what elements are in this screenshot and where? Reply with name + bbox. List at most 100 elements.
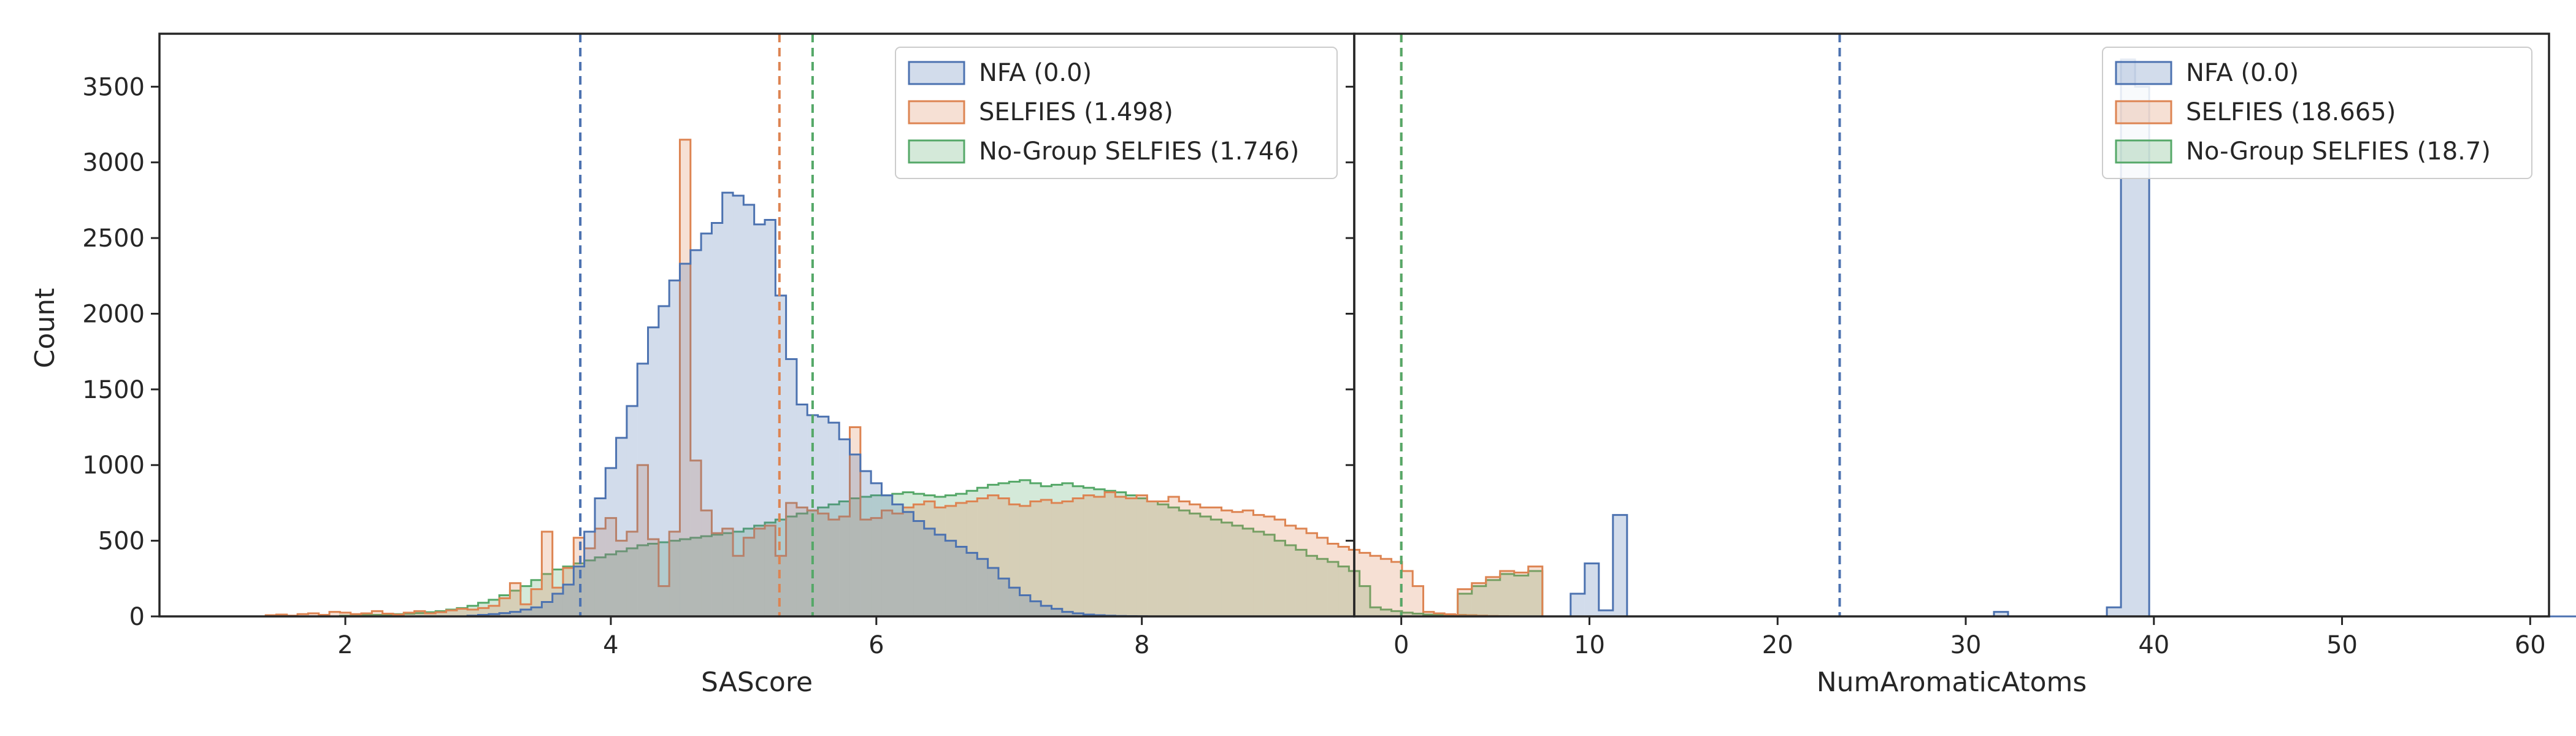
histogram-bar	[839, 516, 850, 616]
histogram-bar	[510, 611, 521, 616]
histogram-bar	[1391, 611, 1402, 616]
histogram-bar	[648, 539, 659, 616]
histogram-bar	[1485, 577, 1500, 616]
series-nogroup	[212, 479, 1488, 618]
histogram-bar	[499, 613, 510, 616]
x-tick-label: 50	[2326, 631, 2358, 659]
x-axis: 0 10 20 30 40 50 60 NumAromaticAtoms	[1393, 616, 2546, 698]
histogram-bar	[637, 545, 648, 616]
histogram-bar	[945, 540, 956, 616]
histogram-bar	[1125, 495, 1137, 616]
histogram-bar	[764, 525, 776, 616]
x-tick-label: 40	[2138, 631, 2169, 659]
histogram-bar	[1433, 613, 1445, 616]
histogram-bar	[913, 494, 924, 616]
histogram-bar	[956, 502, 967, 616]
histogram-bar	[605, 468, 616, 616]
histogram-bar	[966, 501, 978, 616]
histogram-bar	[1413, 613, 1424, 616]
histogram-bar	[404, 613, 415, 616]
histogram-bar	[913, 504, 924, 616]
histogram-bar	[520, 609, 532, 616]
histogram-bar	[1243, 528, 1254, 616]
histogram-bar	[1137, 495, 1148, 616]
histogram-bar	[456, 608, 468, 616]
y-axis: 0 500 1000 1500 2000 2500 3000 3500	[82, 73, 159, 631]
histogram-bar	[1457, 593, 1472, 616]
histogram-bar	[1073, 498, 1084, 616]
histogram-bar	[1275, 519, 1286, 616]
histogram-bar	[711, 533, 723, 616]
histogram-bar	[1500, 570, 1514, 616]
histogram-bar	[658, 542, 670, 616]
histogram-bar	[871, 483, 882, 616]
histogram-bar	[1094, 489, 1105, 616]
histogram-bar	[743, 204, 754, 617]
histogram-bar	[1327, 562, 1339, 616]
histogram-bar	[998, 483, 1010, 616]
histogram-bar	[690, 250, 702, 616]
histogram-bar	[1221, 510, 1232, 616]
histogram-bar	[1514, 575, 1528, 616]
histogram-bar	[1200, 507, 1211, 616]
y-tick-label: 3000	[82, 149, 145, 177]
histogram-bar	[1200, 516, 1211, 616]
histogram-bar	[605, 518, 616, 616]
x-tick-label: 20	[1762, 631, 1793, 659]
histogram-bar	[722, 528, 734, 616]
histogram-bar	[775, 295, 786, 616]
histogram-bar	[404, 612, 415, 616]
histogram-bar	[1413, 586, 1424, 616]
histogram-bar	[308, 613, 319, 616]
histogram-bar	[542, 531, 553, 616]
histogram-bar	[680, 139, 691, 617]
histogram-bar	[1062, 483, 1073, 616]
histogram-bar	[1041, 500, 1052, 616]
series-nogroup	[1457, 570, 1557, 618]
histogram-bar	[1285, 525, 1296, 616]
histogram-bar	[669, 280, 680, 617]
legend: NFA (0.0) SELFIES (18.665) No-Group SELFIE…	[2102, 47, 2532, 179]
histogram-bar	[1598, 610, 1613, 616]
histogram-bar	[1391, 562, 1402, 616]
histogram-bar	[1381, 559, 1392, 616]
histogram-bar	[892, 513, 903, 616]
legend-box	[2102, 47, 2532, 179]
histogram-bar	[818, 507, 829, 616]
histogram-bar	[733, 556, 744, 616]
histogram-bar	[743, 528, 754, 616]
histogram-bar	[562, 566, 574, 616]
histogram-bar	[510, 583, 521, 616]
plot-area	[212, 34, 1530, 618]
histogram-bar	[594, 498, 606, 616]
histogram-bar	[562, 585, 574, 616]
histogram-bar	[1041, 486, 1052, 616]
x-tick-label: 2	[337, 631, 353, 659]
histogram-bar	[1317, 537, 1328, 616]
histogram-bar	[786, 359, 797, 616]
histogram-bar	[977, 559, 988, 616]
histogram-bar	[1041, 605, 1052, 616]
histogram-bar	[2121, 59, 2136, 616]
histogram-bar	[860, 519, 872, 616]
histogram-bar	[1570, 593, 1585, 616]
y-tick-label: 3500	[82, 73, 145, 101]
histogram-bar	[849, 454, 861, 616]
histogram-bar	[1115, 492, 1126, 616]
histogram-bar	[924, 495, 935, 616]
histogram-bar	[1263, 516, 1275, 616]
histogram-bar	[435, 611, 447, 616]
histogram-bar	[488, 614, 500, 616]
y-tick-label: 2500	[82, 224, 145, 253]
histogram-bar	[424, 613, 436, 616]
y-axis	[1346, 85, 1354, 618]
histogram-outline	[212, 139, 1530, 618]
histogram-bar	[860, 497, 872, 616]
histogram-bar	[1051, 608, 1062, 616]
histogram-bar	[626, 548, 638, 616]
legend-swatch-selfies	[2115, 100, 2172, 125]
x-tick-label: 4	[603, 631, 618, 659]
histogram-bar	[1275, 540, 1286, 616]
x-tick-label: 60	[2515, 631, 2546, 659]
